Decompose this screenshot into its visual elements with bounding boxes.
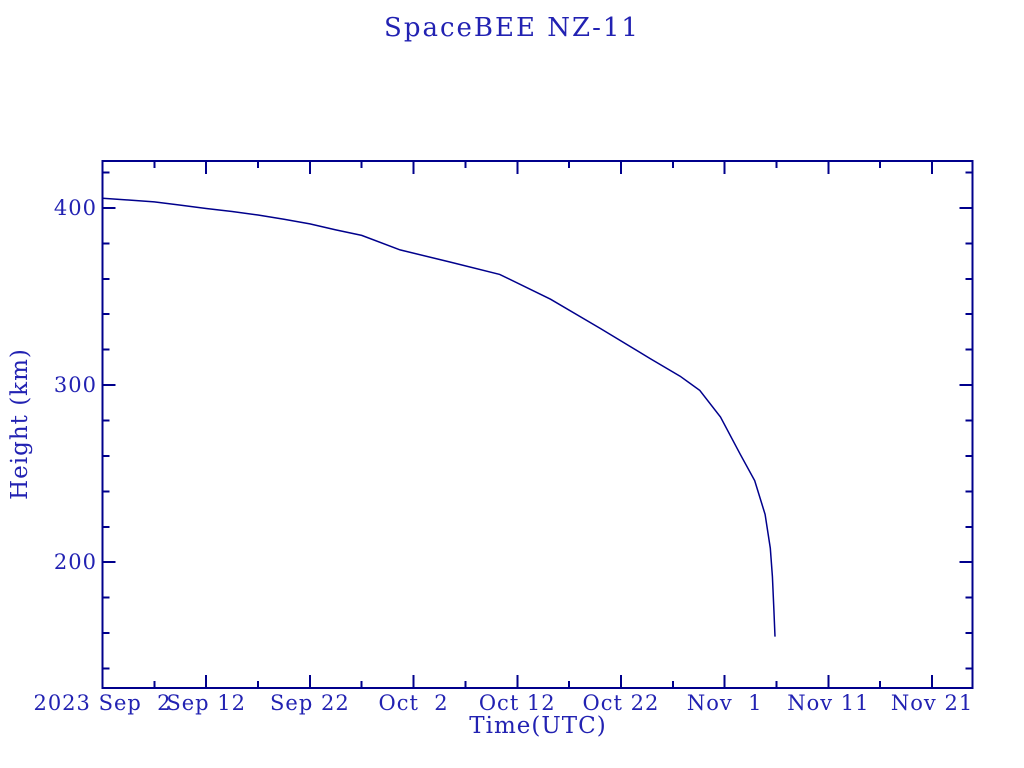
x-tick-label: Nov 11 [787, 691, 870, 715]
x-tick-label: Oct 12 [478, 691, 556, 715]
y-axis-label: Height (km) [7, 348, 33, 500]
y-tick-label: 200 [53, 550, 97, 575]
x-tick-label: Oct 2 [378, 691, 449, 715]
x-axis-label: Time(UTC) [469, 713, 607, 739]
chart-title: SpaceBEE NZ-11 [384, 13, 640, 43]
x-tick-label: 2023 Sep 2 [33, 691, 172, 715]
plot-box [101, 160, 974, 689]
x-tick-label: Oct 22 [582, 691, 660, 715]
x-tick-label: Nov 1 [686, 691, 763, 715]
x-tick-label: Sep 12 [166, 691, 247, 715]
height-curve [102, 197, 776, 637]
y-tick-label: 400 [53, 195, 97, 220]
x-tick-label: Sep 22 [270, 691, 350, 715]
x-tick-label: Nov 21 [890, 691, 974, 715]
y-tick-label: 300 [53, 373, 97, 398]
